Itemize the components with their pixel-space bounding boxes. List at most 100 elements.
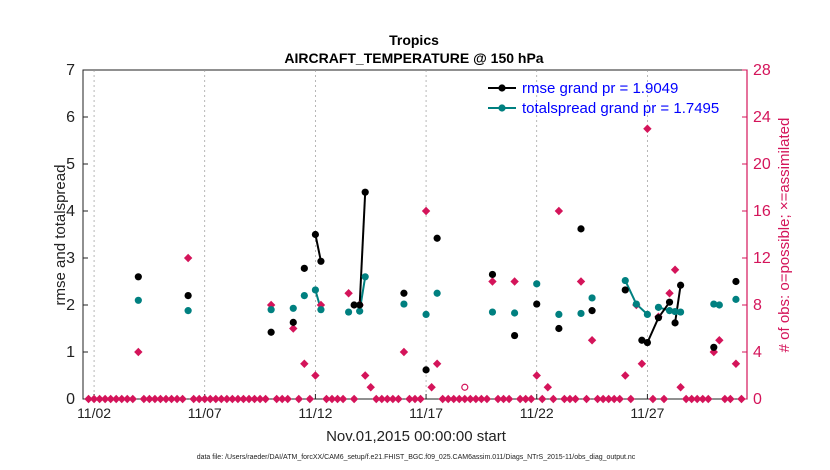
- rmse-point: [356, 301, 364, 309]
- obs-zero-marker: [145, 394, 154, 404]
- obs-zero-marker: [261, 394, 270, 404]
- y2-tick-label: 28: [753, 62, 771, 79]
- rmse-point: [710, 343, 718, 351]
- obs-zero-marker: [698, 394, 707, 404]
- chart-title: Tropics: [389, 32, 439, 48]
- obs-zero-marker: [139, 394, 149, 404]
- y2-tick-label: 0: [753, 391, 762, 408]
- x-tick-label: 11/07: [188, 405, 222, 421]
- obs-assimilated-marker: [300, 359, 309, 368]
- data-file-note: data file: /Users/raeder/DAI/ATM_forcXX/…: [197, 454, 636, 461]
- obs-zero-marker: [405, 394, 414, 404]
- legend-label: rmse grand pr = 1.9049: [522, 80, 678, 97]
- obs-zero-marker: [560, 394, 569, 404]
- obs-zero-marker: [460, 394, 469, 404]
- spread-point: [184, 307, 192, 315]
- obs-assimilated-marker: [311, 371, 320, 380]
- x-tick-label: 11/27: [630, 405, 664, 421]
- spread-point: [643, 310, 652, 318]
- rmse-point: [643, 339, 652, 347]
- rmse-point: [510, 331, 519, 340]
- spread-point: [433, 289, 441, 297]
- obs-assimilated-marker: [543, 383, 552, 392]
- obs-zero-marker: [471, 394, 481, 404]
- spread-point: [317, 306, 325, 314]
- rmse-segment: [358, 192, 367, 306]
- y2-axis-label: # of obs: o=possible; ×=assimilated: [776, 118, 793, 353]
- obs-zero-marker: [610, 394, 619, 404]
- obs-zero-marker: [504, 394, 514, 404]
- obs-assimilated-marker: [621, 371, 630, 380]
- spread-point: [621, 276, 629, 285]
- obs-zero-marker: [720, 394, 730, 404]
- obs-assimilated-marker: [676, 383, 685, 392]
- obs-zero-marker: [477, 394, 486, 404]
- obs-zero-marker: [167, 394, 176, 404]
- rmse-point: [317, 257, 325, 265]
- obs-zero-marker: [228, 394, 237, 404]
- rmse-point: [577, 225, 585, 233]
- obs-zero-marker: [593, 394, 602, 404]
- rmse-point: [677, 281, 685, 289]
- obs-zero-marker: [294, 394, 303, 404]
- obs-zero-marker: [189, 394, 198, 404]
- legend-label: totalspread grand pr = 1.7495: [522, 100, 719, 117]
- rmse-point: [555, 324, 563, 333]
- y2-tick-label: 8: [753, 297, 762, 314]
- obs-zero-marker: [200, 394, 209, 404]
- obs-zero-marker: [704, 394, 713, 404]
- x-tick-label: 11/02: [77, 405, 111, 421]
- obs-zero-marker: [239, 394, 248, 404]
- obs-zero-marker: [150, 394, 160, 404]
- obs-zero-marker: [410, 394, 420, 404]
- obs-zero-marker: [172, 394, 182, 404]
- y-tick-label: 7: [66, 62, 75, 79]
- spread-point: [577, 309, 585, 318]
- obs-zero-marker: [84, 394, 93, 404]
- spread-point: [311, 286, 319, 294]
- obs-assimilated-marker: [289, 324, 298, 333]
- obs-zero-marker: [571, 394, 580, 404]
- obs-assimilated-marker: [532, 371, 541, 380]
- obs-zero-marker: [515, 394, 525, 404]
- obs-zero-marker: [233, 394, 243, 404]
- obs-zero-marker: [499, 394, 508, 404]
- obs-zero-marker: [549, 394, 558, 404]
- obs-zero-marker: [278, 394, 287, 404]
- obs-assimilated-marker: [715, 336, 724, 345]
- y2-tick-label: 16: [753, 203, 771, 220]
- rmse-point: [350, 301, 358, 309]
- obs-zero-marker: [272, 394, 281, 404]
- y-tick-label: 5: [66, 156, 75, 173]
- obs-zero-marker: [394, 394, 403, 404]
- obs-assimilated-marker: [731, 359, 741, 368]
- obs-zero-marker: [449, 394, 458, 404]
- obs-possible-marker: [461, 383, 469, 391]
- obs-zero-marker: [455, 394, 464, 404]
- obs-assimilated-marker: [134, 347, 143, 357]
- rmse-point: [488, 270, 497, 279]
- obs-zero-marker: [333, 394, 342, 404]
- obs-assimilated-marker: [183, 253, 193, 263]
- obs-zero-marker: [598, 394, 608, 404]
- spread-point: [134, 296, 142, 304]
- spread-point: [300, 292, 308, 300]
- obs-zero-marker: [123, 394, 132, 404]
- obs-zero-marker: [327, 394, 337, 404]
- obs-zero-marker: [372, 394, 381, 404]
- rmse-point: [361, 188, 369, 196]
- obs-zero-marker: [206, 394, 215, 404]
- obs-zero-marker: [466, 394, 475, 404]
- obs-assimilated-marker: [554, 206, 564, 216]
- y-tick-label: 0: [66, 391, 75, 408]
- spread-point: [289, 304, 297, 312]
- obs-assimilated-marker: [637, 359, 647, 368]
- obs-zero-marker: [582, 394, 591, 404]
- obs-zero-marker: [128, 394, 137, 404]
- obs-assimilated-marker: [399, 347, 409, 357]
- obs-zero-marker: [156, 394, 165, 404]
- spread-point: [400, 300, 408, 308]
- obs-assimilated-marker: [421, 206, 431, 216]
- obs-zero-marker: [383, 394, 392, 404]
